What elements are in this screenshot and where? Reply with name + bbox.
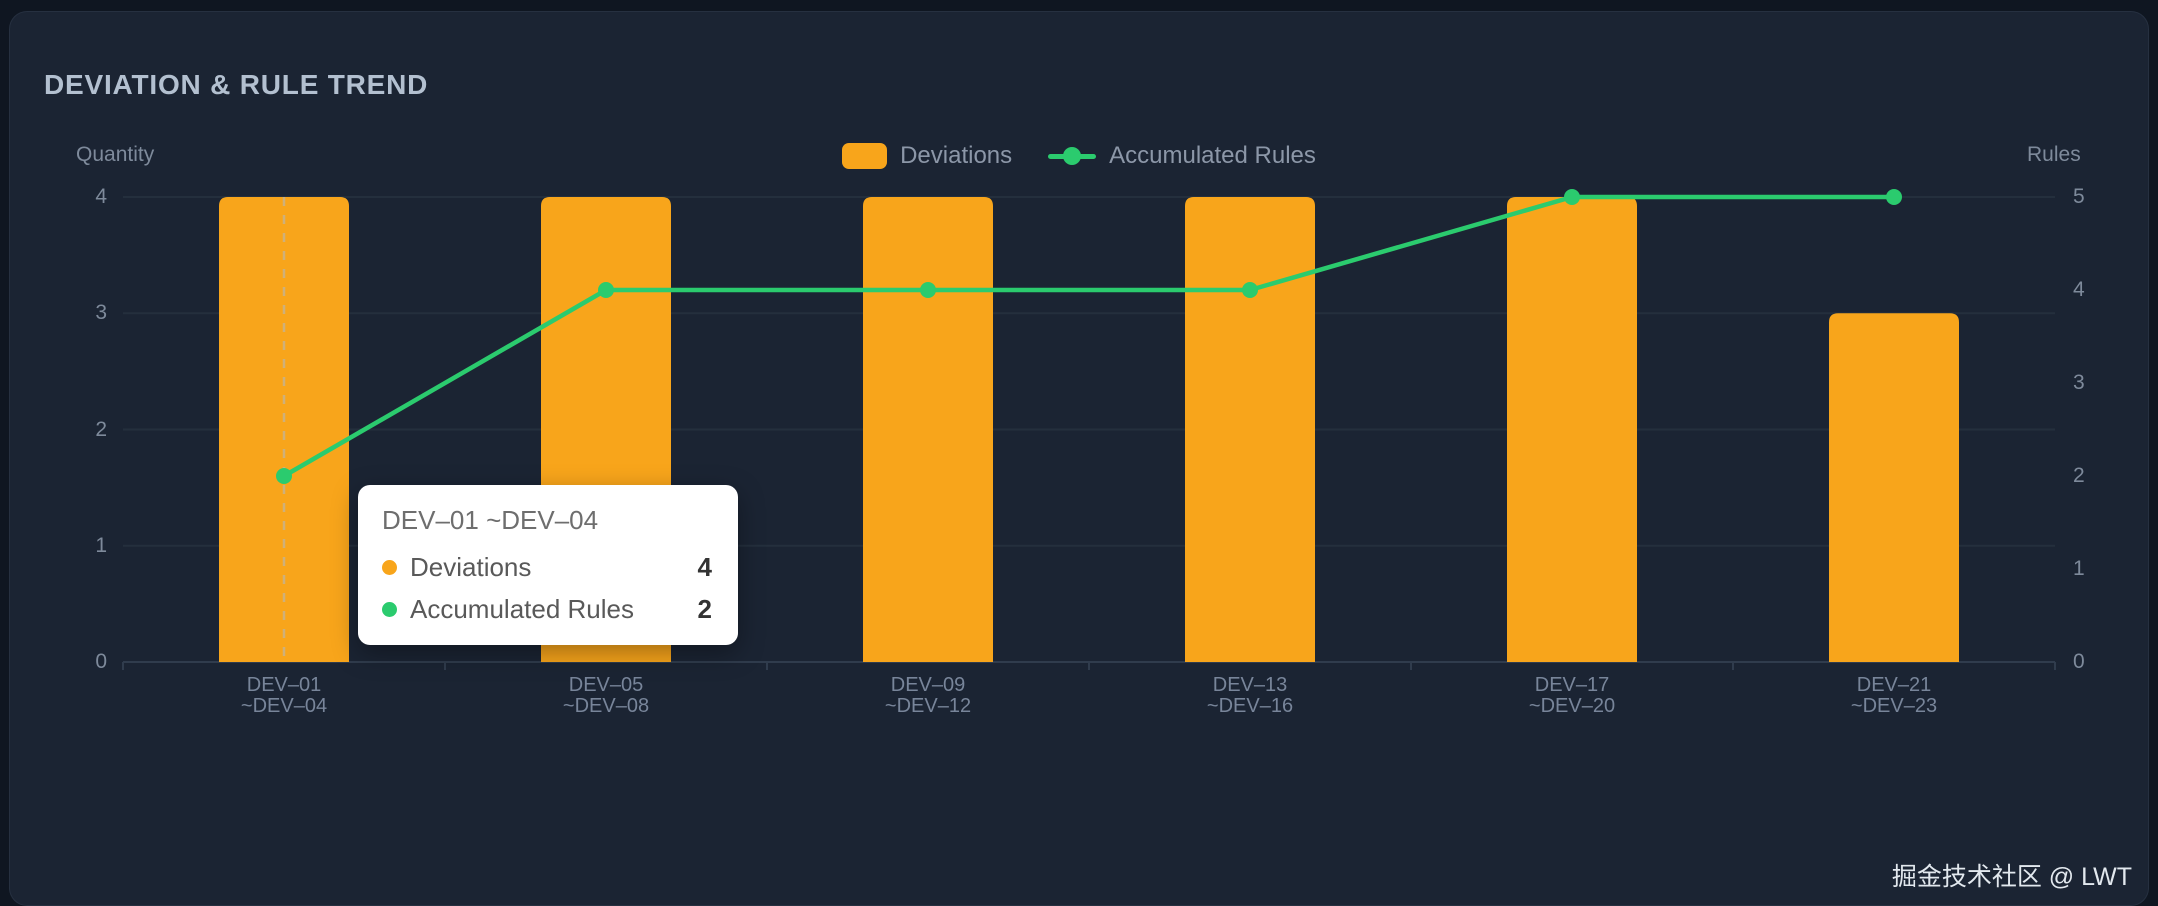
tooltip-series-dot	[382, 560, 397, 575]
y-tick-right-2: 2	[2073, 464, 2085, 487]
y-tick-left-3: 3	[95, 301, 107, 325]
y-tick-left-0: 0	[95, 650, 107, 673]
x-label-4: DEV–17 ~DEV–20	[1452, 675, 1692, 717]
x-label-2: DEV–09 ~DEV–12	[808, 675, 1048, 717]
x-label-0: DEV–01 ~DEV–04	[164, 675, 404, 717]
x-label-1: DEV–05 ~DEV–08	[486, 675, 726, 717]
x-label-line: DEV–01	[246, 674, 322, 696]
legend-label-accumulated-rules: Accumulated Rules	[1109, 142, 1316, 169]
x-label-line: ~DEV–20	[1528, 695, 1616, 717]
x-label-line: ~DEV–16	[1206, 695, 1294, 717]
x-label-3: DEV–13 ~DEV–16	[1130, 675, 1370, 717]
x-label-5: DEV–21 ~DEV–23	[1774, 675, 2014, 717]
bar-4[interactable]	[1507, 197, 1637, 662]
x-label-line: DEV–05	[568, 674, 644, 696]
line-point-3[interactable]	[1242, 282, 1258, 298]
line-point-0[interactable]	[276, 468, 292, 484]
y-tick-left-1: 1	[95, 533, 107, 557]
tooltip-row-1: Accumulated Rules 2	[382, 594, 712, 625]
bar-2[interactable]	[863, 197, 993, 662]
legend-line-dot	[1063, 147, 1082, 165]
trend-panel: DEVIATION & RULE TREND Quantity Rules 0 1…	[9, 11, 2149, 906]
x-label-line: ~DEV–08	[562, 695, 650, 717]
tooltip: DEV–01 ~DEV–04 Deviations 4 Accumulated Ru…	[358, 485, 738, 645]
x-label-line: DEV–21	[1856, 674, 1932, 696]
y-tick-left-2: 2	[95, 417, 107, 441]
accumulated-rules-legend-swatch	[1048, 146, 1097, 166]
legend: Deviations Accumulated Rules	[10, 142, 2148, 170]
line-point-1[interactable]	[598, 282, 614, 298]
watermark: 掘金技术社区 @ LWT	[1891, 863, 2132, 891]
rules-line[interactable]	[281, 194, 1897, 479]
y-tick-left-4: 4	[95, 185, 107, 208]
tooltip-series-value: 4	[697, 552, 712, 582]
tooltip-series-label: Deviations	[410, 552, 532, 582]
bar-0[interactable]	[219, 197, 349, 662]
line-point-2[interactable]	[920, 282, 936, 298]
y-tick-right-0: 0	[2073, 650, 2085, 673]
legend-item-deviations[interactable]: Deviations	[842, 142, 1012, 170]
tooltip-title: DEV–01 ~DEV–04	[382, 505, 599, 535]
bar-3[interactable]	[1185, 197, 1315, 662]
y-axis-left-name: Quantity	[76, 143, 155, 166]
legend-item-accumulated-rules[interactable]: Accumulated Rules	[1048, 142, 1316, 170]
bar-5[interactable]	[1829, 313, 1959, 662]
y-tick-right-3: 3	[2073, 371, 2085, 394]
legend-label-deviations: Deviations	[900, 142, 1013, 169]
tooltip-series-label: Accumulated Rules	[410, 594, 634, 624]
x-label-line: DEV–13	[1212, 674, 1288, 696]
tooltip-series-dot	[382, 602, 397, 617]
panel-title: DEVIATION & RULE TREND	[44, 69, 429, 100]
x-label-line: ~DEV–12	[884, 695, 972, 717]
line-point-5[interactable]	[1886, 189, 1902, 205]
x-label-line: ~DEV–04	[240, 695, 328, 717]
x-label-line: DEV–09	[890, 674, 966, 696]
y-tick-right-5: 5	[2073, 185, 2085, 208]
deviations-legend-swatch	[842, 143, 888, 169]
tooltip-row-0: Deviations 4	[382, 552, 712, 583]
tooltip-series-value: 2	[697, 594, 712, 624]
line-point-4[interactable]	[1564, 189, 1580, 205]
y-tick-right-1: 1	[2073, 557, 2085, 580]
x-label-line: ~DEV–23	[1850, 695, 1938, 717]
y-axis-right-name: Rules	[2027, 143, 2081, 166]
y-tick-right-4: 4	[2073, 278, 2085, 301]
x-label-line: DEV–17	[1534, 674, 1610, 696]
